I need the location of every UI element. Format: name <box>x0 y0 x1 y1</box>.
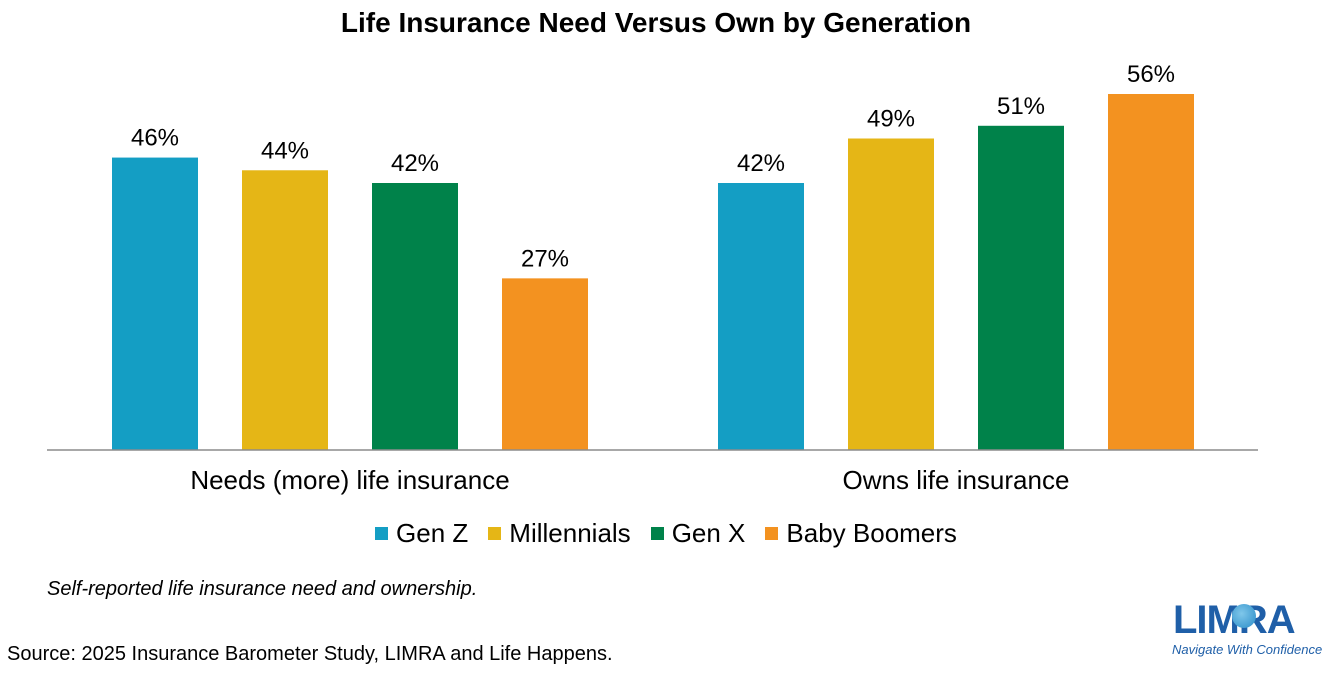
bar-gen-x-owns <box>978 125 1064 451</box>
bar-gen-x-needs <box>372 183 458 450</box>
chart-note: Self-reported life insurance need and ow… <box>47 578 478 600</box>
legend-item-gen-z: Gen Z <box>375 518 468 549</box>
legend-label: Gen X <box>671 518 746 548</box>
logo-tagline: Navigate With Confidence <box>1172 642 1323 657</box>
legend-label: Baby Boomers <box>786 518 957 548</box>
category-label: Needs (more) life insurance <box>190 465 509 495</box>
legend-swatch <box>488 527 502 540</box>
data-label: 42% <box>737 150 785 177</box>
chart: Life Insurance Need Versus Own by Genera… <box>47 7 1258 495</box>
data-label: 42% <box>391 150 439 177</box>
legend-label: Gen Z <box>396 518 469 548</box>
legend-item-millennials: Millennials <box>488 518 631 549</box>
globe-icon <box>1232 604 1256 628</box>
legend-item-baby-boomers: Baby Boomers <box>765 518 957 549</box>
chart-title: Life Insurance Need Versus Own by Genera… <box>341 7 971 38</box>
limra-logo: LIMRA Navigate With Confidence <box>1170 598 1323 660</box>
bars-group: 46% 44% 42% 27% Needs (more) life insurance 4… <box>112 61 1194 495</box>
legend-swatch <box>765 527 779 540</box>
bar-baby-boomers-needs <box>502 278 588 450</box>
data-label: 27% <box>521 245 569 272</box>
bar-baby-boomers-owns <box>1108 94 1194 450</box>
source-text: Source: 2025 Insurance Barometer Study, … <box>7 643 613 665</box>
data-label: 44% <box>261 137 309 164</box>
legend-swatch <box>375 527 389 540</box>
bar-gen-z-needs <box>112 157 198 451</box>
bar-gen-z-owns <box>718 183 804 450</box>
legend: Gen Z Millennials Gen X Baby Boomers <box>0 518 1332 549</box>
bar-millennials-owns <box>848 138 934 450</box>
legend-item-gen-x: Gen X <box>650 518 746 549</box>
data-label: 51% <box>997 93 1045 120</box>
legend-swatch <box>650 527 664 540</box>
category-label: Owns life insurance <box>843 465 1070 495</box>
data-label: 56% <box>1127 61 1175 88</box>
legend-label: Millennials <box>509 518 631 548</box>
data-label: 46% <box>131 125 179 152</box>
bar-millennials-needs <box>242 170 328 451</box>
data-label: 49% <box>867 106 915 133</box>
